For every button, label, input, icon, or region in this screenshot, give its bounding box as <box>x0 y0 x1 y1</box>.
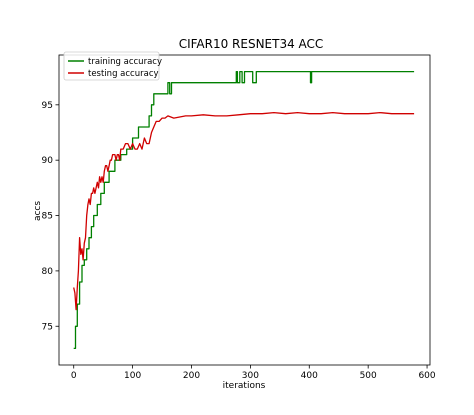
plot-area <box>58 54 431 366</box>
y-tick-label: 85 <box>42 212 53 222</box>
x-axis-label: iterations <box>223 381 266 391</box>
x-tick-label: 400 <box>301 371 318 381</box>
y-tick-label: 95 <box>42 101 53 111</box>
x-tick-label: 200 <box>183 371 200 381</box>
legend-label: training accuracy <box>88 57 162 67</box>
x-tick-label: 300 <box>242 371 259 381</box>
y-tick-label: 90 <box>42 156 54 166</box>
series-line-training-accuracy <box>73 70 415 350</box>
legend-label: testing accuracy <box>88 69 159 79</box>
y-axis: 75 80 85 90 95 <box>42 101 59 332</box>
x-tick-label: 500 <box>360 371 377 381</box>
x-tick-label: 100 <box>124 371 141 381</box>
y-axis-label: accs <box>33 201 43 221</box>
series-line-testing-accuracy <box>73 111 415 311</box>
legend: training accuracy testing accuracy <box>63 51 162 81</box>
x-tick-label: 600 <box>418 371 435 381</box>
legend-box <box>63 51 160 81</box>
y-tick-label: 80 <box>42 267 54 277</box>
x-tick-label: 0 <box>71 371 77 381</box>
chart-title: CIFAR10 RESNET34 ACC <box>179 37 324 51</box>
y-tick-label: 75 <box>42 322 53 332</box>
x-axis: 0 100 200 300 400 500 600 <box>71 365 436 381</box>
plot-frame <box>58 54 431 366</box>
